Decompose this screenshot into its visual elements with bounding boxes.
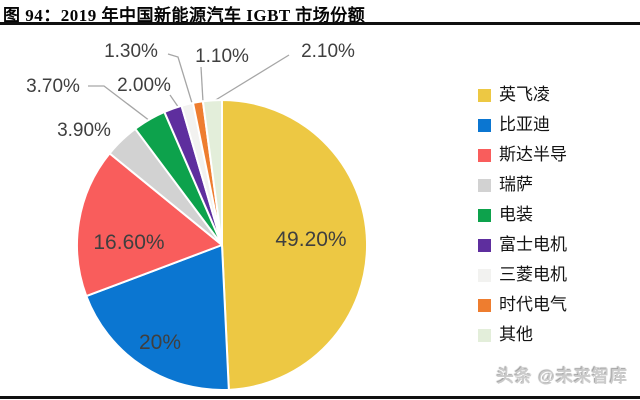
slice-label-7: 1.30%: [104, 41, 158, 62]
legend-swatch-icon: [478, 268, 491, 282]
slice-label-8: 1.10%: [195, 46, 249, 67]
leader-line: [167, 53, 193, 104]
legend-label: 富士电机: [499, 234, 567, 255]
legend-swatch-icon: [478, 118, 491, 132]
pie-slice-1: [221, 99, 369, 391]
slice-label-9: 2.10%: [301, 41, 355, 62]
legend-label: 三菱电机: [499, 264, 567, 285]
slice-label-2: 20%: [139, 331, 181, 354]
legend-label: 瑞萨: [499, 174, 533, 195]
legend-item-8: 时代电气: [478, 290, 628, 320]
slice-label-3: 16.60%: [93, 231, 164, 254]
pie-slice-3: [76, 152, 223, 298]
slice-label-1: 49.20%: [275, 228, 346, 251]
legend-label: 英飞凌: [499, 84, 550, 105]
legend-item-5: 电装: [478, 200, 628, 230]
leader-line: [213, 54, 290, 102]
slice-label-4: 3.90%: [57, 120, 111, 141]
legend-swatch-icon: [478, 298, 491, 312]
legend-item-4: 瑞萨: [478, 170, 628, 200]
slice-label-5: 3.70%: [26, 76, 80, 97]
legend-label: 时代电气: [499, 294, 567, 315]
legend: 英飞凌比亚迪斯达半导瑞萨电装富士电机三菱电机时代电气其他: [478, 80, 628, 350]
pie-slice-9: [201, 98, 223, 246]
legend-item-2: 比亚迪: [478, 110, 628, 140]
legend-item-9: 其他: [478, 320, 628, 350]
leader-line: [88, 85, 151, 122]
pie-chart: 49.20% 20% 16.60% 3.90% 3.70% 2.00% 1.30% 1.10%…: [26, 41, 369, 391]
leader-line: [200, 66, 204, 103]
slice-label-6: 2.00%: [117, 75, 171, 96]
legend-swatch-icon: [478, 208, 491, 222]
legend-swatch-icon: [478, 148, 491, 162]
title-rule: [0, 22, 640, 25]
legend-swatch-icon: [478, 238, 491, 252]
legend-swatch-icon: [478, 178, 491, 192]
pie-slice-2: [85, 244, 230, 391]
legend-swatch-icon: [478, 88, 491, 102]
legend-item-6: 富士电机: [478, 230, 628, 260]
bottom-rule: [0, 396, 640, 399]
legend-item-3: 斯达半导: [478, 140, 628, 170]
watermark: 头条 @未来智库: [496, 367, 628, 386]
legend-label: 电装: [499, 204, 533, 225]
legend-swatch-icon: [478, 328, 491, 342]
legend-item-1: 英飞凌: [478, 80, 628, 110]
legend-label: 其他: [499, 324, 533, 345]
legend-item-7: 三菱电机: [478, 260, 628, 290]
pie-chart-area: 49.20% 20% 16.60% 3.90% 3.70% 2.00% 1.30% 1.10%…: [0, 26, 640, 396]
legend-label: 比亚迪: [499, 114, 550, 135]
legend-label: 斯达半导: [499, 144, 567, 165]
page-title: 图 94：2019 年中国新能源汽车 IGBT 市场份额: [3, 6, 366, 25]
